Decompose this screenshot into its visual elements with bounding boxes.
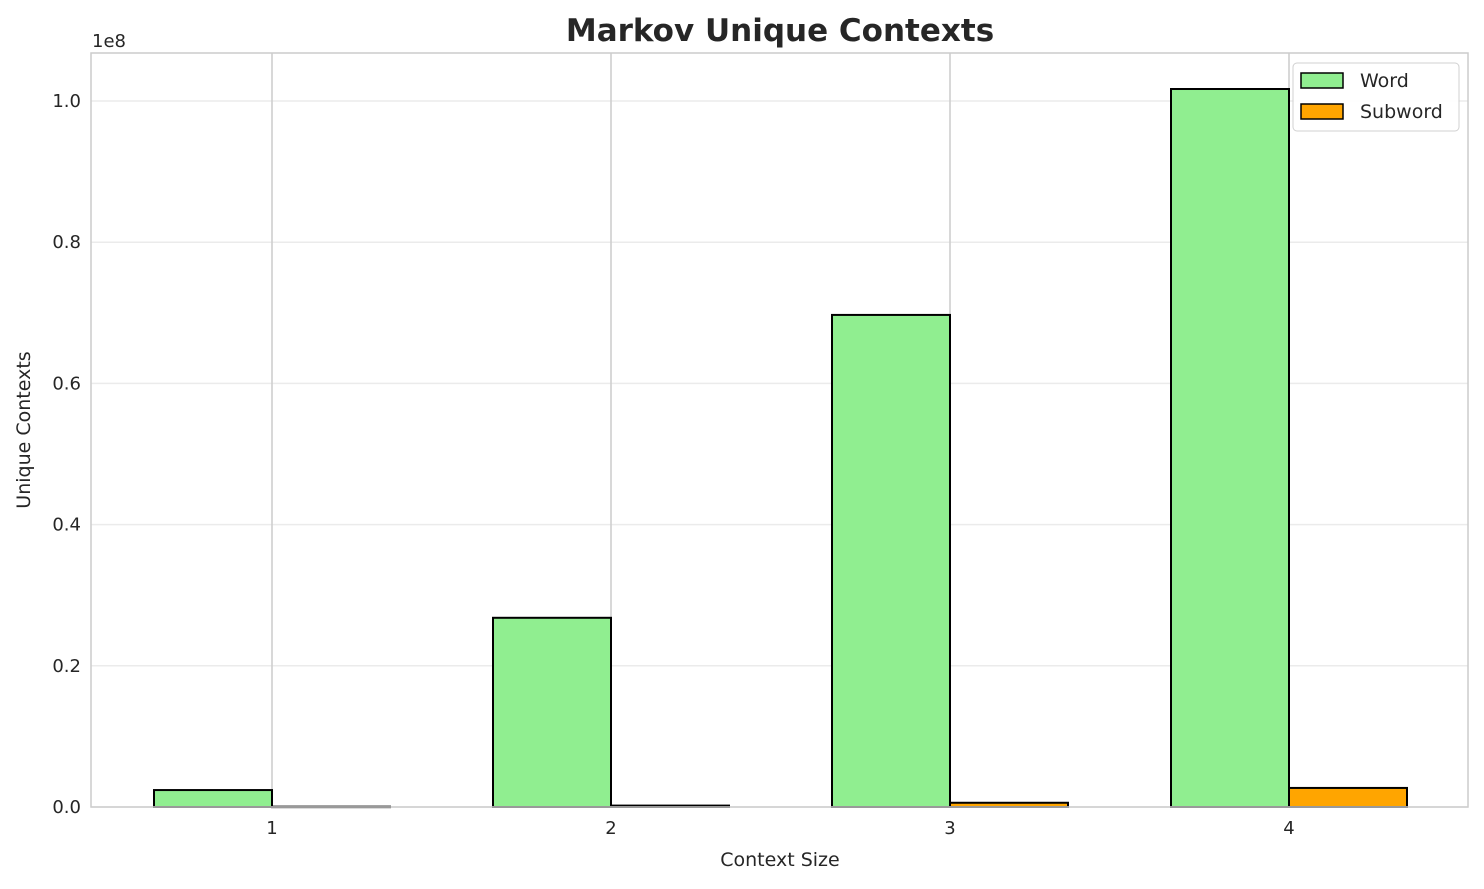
legend-swatch <box>1300 72 1344 89</box>
x-tick-label: 4 <box>1283 818 1294 839</box>
bar-word-1 <box>153 789 273 808</box>
y-tick-label: 0.0 <box>52 797 81 818</box>
bar-subword-4 <box>1288 786 1408 809</box>
bar-word-2 <box>492 616 612 808</box>
x-tick-label: 3 <box>944 818 955 839</box>
y-tick-label: 0.4 <box>52 515 81 536</box>
y-tick-label: 1.0 <box>52 91 81 112</box>
bar-word-4 <box>1170 88 1290 808</box>
y-tick-label: 0.8 <box>52 232 81 253</box>
y-tick-label: 0.2 <box>52 656 81 677</box>
bar-word-3 <box>831 313 951 808</box>
y-tick-label: 0.6 <box>52 373 81 394</box>
x-tick-label: 1 <box>266 818 277 839</box>
legend-swatch <box>1300 103 1344 120</box>
legend: Word Subword <box>1292 62 1460 132</box>
legend-label: Word <box>1360 70 1409 92</box>
legend-label: Subword <box>1360 101 1443 123</box>
y-axis-label: Unique Contexts <box>13 351 35 508</box>
chart-title: Markov Unique Contexts <box>566 13 994 49</box>
x-tick-label: 2 <box>605 818 616 839</box>
plot-frame <box>90 52 1469 808</box>
x-axis-label: Context Size <box>720 849 839 871</box>
y-offset-label: 1e8 <box>92 31 126 52</box>
